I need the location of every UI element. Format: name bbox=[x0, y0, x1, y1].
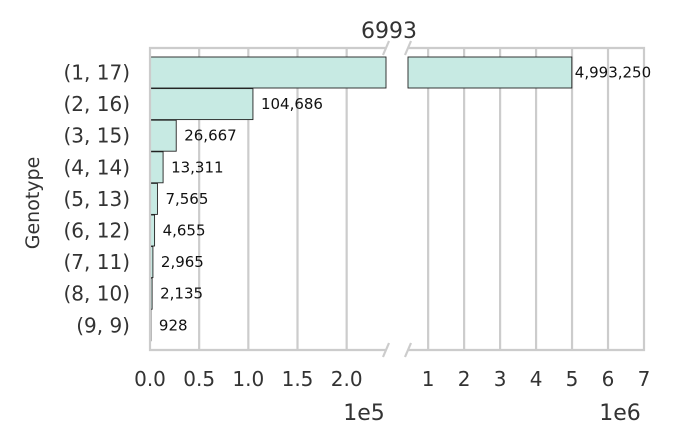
right-x-tick-label: 3 bbox=[494, 367, 507, 391]
right-x-tick-label: 7 bbox=[638, 367, 651, 391]
axis-break-mark bbox=[381, 342, 391, 358]
data-label: 2,965 bbox=[161, 253, 204, 271]
data-label: 4,993,250 bbox=[575, 64, 651, 82]
y-tick-label: (2, 16) bbox=[64, 92, 131, 116]
y-axis-label: Genotype bbox=[22, 157, 44, 250]
left-x-tick-label: 2.0 bbox=[331, 367, 363, 391]
y-tick-label: (7, 11) bbox=[64, 250, 131, 274]
right-x-tick-label: 1 bbox=[422, 367, 435, 391]
left-panel-frame bbox=[148, 46, 386, 352]
left-x-tick-label: 1.0 bbox=[232, 367, 264, 391]
y-tick-label: (1, 17) bbox=[64, 61, 131, 85]
axis-break-mark bbox=[403, 40, 413, 56]
y-tick-label: (3, 15) bbox=[64, 124, 131, 148]
data-label: 928 bbox=[159, 316, 188, 334]
axis-break-mark bbox=[403, 342, 413, 358]
right-x-tick-label: 2 bbox=[458, 367, 471, 391]
data-label: 104,686 bbox=[261, 95, 323, 113]
bar-left bbox=[149, 88, 254, 121]
data-label: 4,655 bbox=[163, 222, 206, 240]
left-x-tick-label: 0.0 bbox=[134, 367, 166, 391]
y-tick-label: (5, 13) bbox=[64, 187, 131, 211]
data-label: 13,311 bbox=[171, 158, 224, 176]
left-x-tick-label: 1.5 bbox=[282, 367, 314, 391]
left-x-tick-label: 0.5 bbox=[183, 367, 215, 391]
left-panel-bars bbox=[149, 56, 387, 342]
y-tick-label: (8, 10) bbox=[64, 282, 131, 306]
left-offset-label: 1e5 bbox=[343, 401, 385, 426]
right-x-tick-label: 5 bbox=[566, 367, 579, 391]
y-tick-label: (6, 12) bbox=[64, 219, 131, 243]
axis-break-mark bbox=[381, 40, 391, 56]
axis-spines bbox=[148, 40, 646, 358]
x-tick-labels: 0.0 0.5 1.0 1.5 2.0 1 2 3 4 5 6 7 bbox=[134, 367, 650, 391]
data-labels: 928 2,135 2,965 4,655 7,565 13,311 26,667 104,6… bbox=[159, 64, 651, 335]
right-offset-label: 1e6 bbox=[599, 401, 641, 426]
bar-left bbox=[149, 151, 164, 184]
right-x-tick-label: 6 bbox=[602, 367, 615, 391]
y-tick-label: (4, 14) bbox=[64, 155, 131, 179]
bar-left bbox=[149, 182, 158, 215]
data-label: 7,565 bbox=[165, 190, 208, 208]
bar-left bbox=[149, 119, 177, 152]
right-panel-bars bbox=[407, 56, 573, 89]
y-tick-label: (9, 9) bbox=[76, 313, 130, 337]
bar-left bbox=[149, 56, 387, 89]
right-panel-grid bbox=[427, 48, 610, 350]
right-x-tick-label: 4 bbox=[530, 367, 543, 391]
data-label: 26,667 bbox=[184, 127, 237, 145]
y-tick-labels: (9, 9) (8, 10) (7, 11) (6, 12) (5, 13) (4, 14… bbox=[64, 61, 131, 338]
bar-right bbox=[407, 56, 573, 89]
data-label: 2,135 bbox=[160, 285, 203, 303]
chart-title: 6993 bbox=[361, 19, 417, 44]
right-panel-frame bbox=[408, 46, 646, 352]
